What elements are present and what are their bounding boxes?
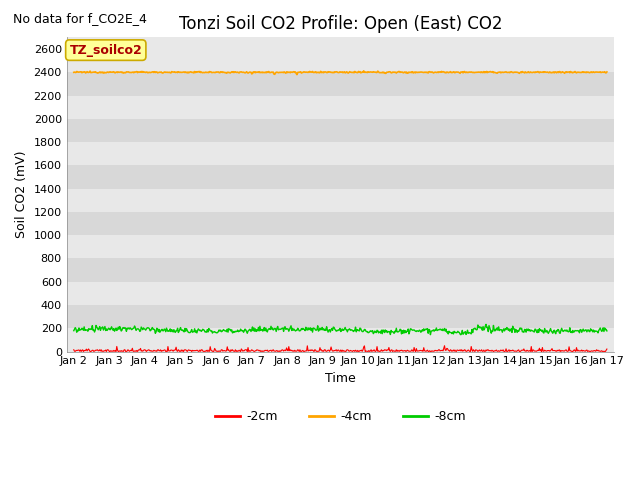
Bar [67,72,614,96]
Bar [67,305,614,328]
Bar [67,96,614,119]
Bar [67,49,614,72]
Bar [67,119,614,142]
Bar [67,212,614,235]
Bar [67,165,614,189]
Y-axis label: Soil CO2 (mV): Soil CO2 (mV) [15,151,28,238]
Bar [67,328,614,351]
X-axis label: Time: Time [325,372,356,385]
Bar [67,258,614,282]
Bar [67,142,614,165]
Bar [67,282,614,305]
Text: TZ_soilco2: TZ_soilco2 [69,44,142,57]
Bar [67,189,614,212]
Text: No data for f_CO2E_4: No data for f_CO2E_4 [13,12,147,25]
Legend: -2cm, -4cm, -8cm: -2cm, -4cm, -8cm [210,405,471,428]
Bar [67,235,614,258]
Title: Tonzi Soil CO2 Profile: Open (East) CO2: Tonzi Soil CO2 Profile: Open (East) CO2 [179,15,502,33]
